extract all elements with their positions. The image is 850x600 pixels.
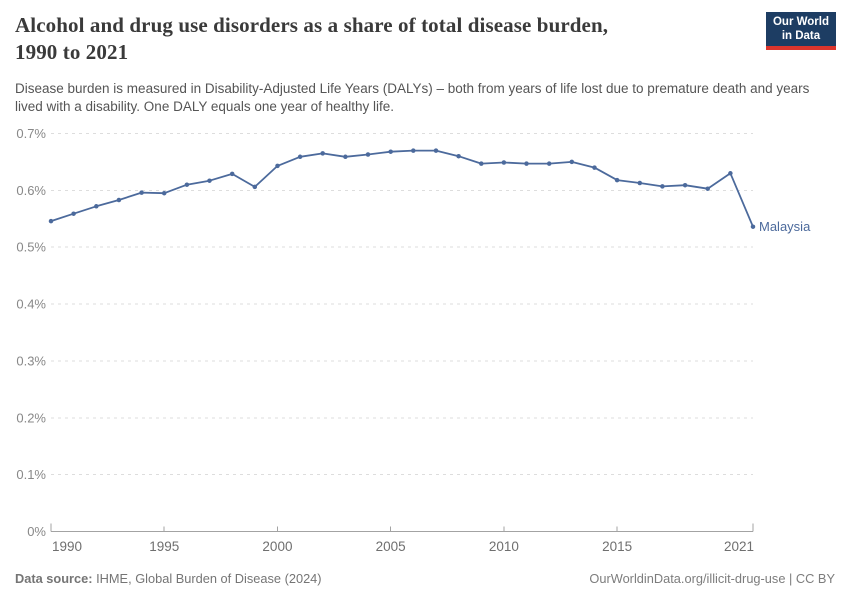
data-point-2017[interactable] — [660, 184, 665, 189]
data-point-1991[interactable] — [71, 211, 76, 216]
license-link[interactable]: OurWorldinData.org/illicit-drug-use | CC… — [589, 571, 835, 586]
data-point-2004[interactable] — [365, 152, 371, 157]
data-point-2014[interactable] — [592, 165, 597, 170]
data-point-2018[interactable] — [682, 182, 688, 188]
data-point-2002[interactable] — [320, 151, 325, 156]
data-point-2011[interactable] — [524, 161, 529, 166]
y-tick-label: 0.5% — [16, 240, 46, 255]
data-point-2010[interactable] — [501, 160, 507, 165]
series-line-malaysia[interactable] — [50, 149, 754, 228]
chart-title-line1: Alcohol and drug use disorders as a shar… — [15, 13, 609, 37]
data-point-2021[interactable] — [750, 224, 756, 229]
data-point-1990[interactable] — [48, 218, 54, 224]
x-tick-label: 2015 — [602, 539, 632, 554]
chart-title: Alcohol and drug use disorders as a shar… — [15, 12, 760, 66]
data-point-1994[interactable] — [139, 190, 144, 195]
x-tick-label: 1995 — [149, 539, 179, 554]
data-point-2009[interactable] — [479, 161, 484, 166]
data-point-2007[interactable] — [433, 148, 439, 153]
y-tick-label: 0.6% — [16, 183, 46, 198]
data-point-1998[interactable] — [229, 171, 235, 177]
data-point-1999[interactable] — [252, 184, 258, 190]
y-tick-label: 0.1% — [16, 467, 46, 482]
x-tick-label: 1990 — [52, 539, 82, 554]
data-source-text: IHME, Global Burden of Disease (2024) — [92, 571, 322, 586]
chart-footer: Data source: IHME, Global Burden of Dise… — [15, 571, 835, 586]
y-tick-label: 0.2% — [16, 410, 46, 425]
y-tick-label: 0% — [27, 524, 46, 539]
data-point-2019[interactable] — [705, 186, 710, 191]
y-tick-label: 0.3% — [16, 353, 46, 368]
data-point-2001[interactable] — [297, 154, 303, 160]
data-point-2016[interactable] — [637, 180, 643, 186]
data-point-1992[interactable] — [94, 204, 99, 209]
x-tick-label: 2021 — [724, 539, 754, 554]
y-tick-label: 0.4% — [16, 297, 46, 312]
x-tick-label: 2010 — [489, 539, 519, 554]
data-point-2013[interactable] — [569, 159, 575, 165]
data-point-2003[interactable] — [343, 154, 348, 160]
data-point-1993[interactable] — [116, 197, 122, 203]
data-source[interactable]: Data source: IHME, Global Burden of Dise… — [15, 571, 322, 586]
data-point-1995[interactable] — [161, 190, 167, 196]
owid-logo-line2: in Data — [781, 29, 821, 42]
data-point-2000[interactable] — [275, 163, 280, 169]
owid-logo[interactable]: Our World in Data — [765, 12, 836, 50]
data-point-2012[interactable] — [546, 161, 552, 166]
data-point-1996[interactable] — [184, 182, 190, 187]
series-label-malaysia[interactable]: Malaysia — [759, 219, 811, 234]
chart-title-line2: 1990 to 2021 — [15, 40, 129, 64]
data-point-2006[interactable] — [411, 148, 416, 153]
data-source-label: Data source: — [15, 571, 93, 586]
owid-logo-line1: Our World — [772, 16, 829, 28]
chart-subtitle: Disease burden is measured in Disability… — [15, 81, 810, 114]
data-point-2015[interactable] — [614, 177, 620, 183]
x-tick-label: 2005 — [376, 539, 406, 554]
data-point-2005[interactable] — [388, 149, 393, 154]
y-tick-label: 0.7% — [16, 126, 46, 141]
x-tick-label: 2000 — [262, 539, 292, 554]
data-point-2020[interactable] — [728, 171, 733, 176]
data-point-2008[interactable] — [456, 153, 461, 159]
data-point-1997[interactable] — [207, 178, 212, 183]
